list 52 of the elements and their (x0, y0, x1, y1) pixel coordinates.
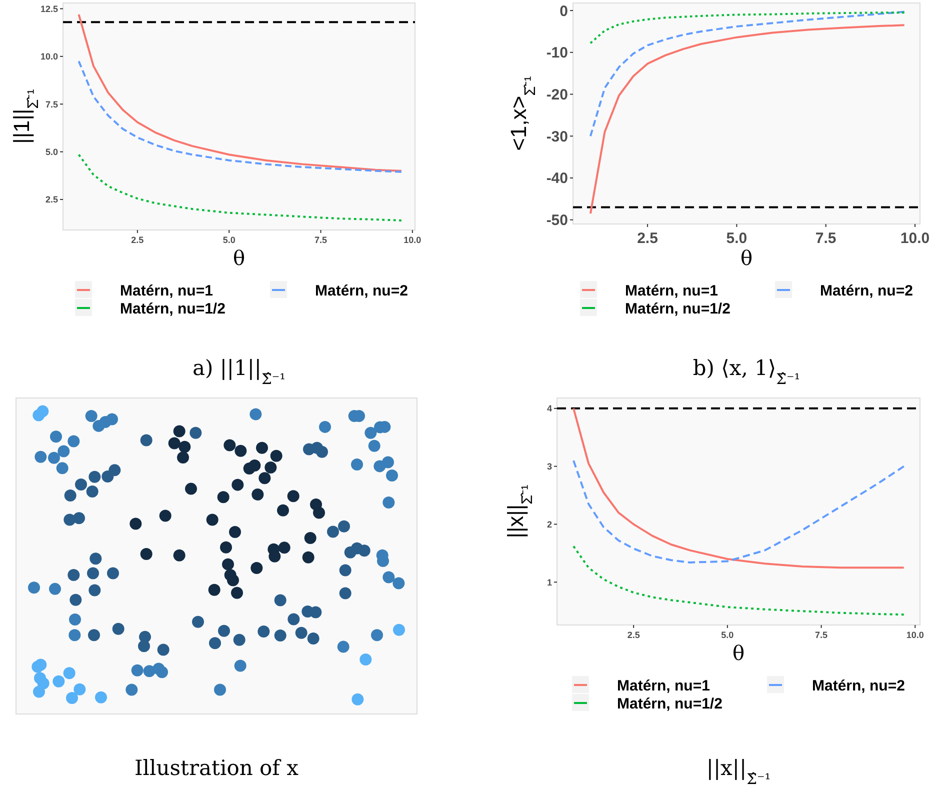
legend-label: Matérn, nu=1/2 (617, 695, 722, 712)
line-series (589, 24, 906, 215)
y-tick-label: 4 (546, 404, 552, 414)
legend-label: Matérn, nu=1 (120, 282, 213, 300)
y-tick-label: 3 (546, 461, 552, 472)
y-tick-label: 2 (546, 519, 552, 530)
x-tick-label: 2.5 (637, 230, 658, 247)
text: Illustration of x (134, 756, 299, 780)
line-series (78, 60, 402, 173)
line-series (78, 154, 402, 222)
legend-label: Matérn, nu=2 (315, 282, 408, 300)
x-tick-label: 10.0 (900, 230, 930, 247)
line-series (572, 545, 905, 616)
legend-label: Matérn, nu=2 (812, 677, 905, 694)
x-tick-label: 5.0 (222, 235, 236, 245)
y-tick-label: 5.0 (45, 146, 58, 157)
x-tick-label: 10.0 (906, 630, 924, 640)
legend-label: Matérn, nu=1/2 (625, 300, 730, 318)
x-tick-label: 5.0 (721, 630, 734, 640)
x-tick-label: 5.0 (726, 230, 748, 247)
y-tick-label: -40 (546, 170, 568, 188)
line-series (572, 460, 905, 564)
y-tick-label: 1 (546, 577, 552, 588)
y-tick-label: 7.5 (45, 99, 58, 110)
y-tick-label: 12.5 (40, 4, 58, 14)
legend-label: Matérn, nu=1/2 (120, 300, 226, 318)
text: a) ||1||$_{Σ̂⁻¹}$ (192, 356, 286, 388)
y-tick-label: 0 (560, 2, 568, 20)
legend-label: Matérn, nu=2 (820, 282, 913, 300)
y-tick-label: -10 (546, 44, 568, 62)
text: b) ⟨x, 1⟩$_{Σ̂⁻¹}$ (692, 356, 800, 388)
x-tick-label: 7.5 (815, 630, 828, 640)
x-axis-title: θ (732, 641, 745, 665)
text: ||x||$_{Σ̂⁻¹}$ (706, 756, 771, 788)
line-series (589, 10, 906, 138)
legend-label: Matérn, nu=1 (617, 677, 710, 694)
x-tick-label: 2.5 (627, 630, 640, 640)
y-tick-label: 2.5 (45, 194, 58, 205)
x-tick-label: 10.0 (404, 235, 422, 245)
x-axis-title: θ (740, 246, 753, 270)
line-series (78, 13, 402, 172)
x-tick-label: 2.5 (131, 235, 144, 245)
y-tick-label: -20 (546, 86, 568, 104)
y-tick-label: -30 (546, 128, 568, 146)
y-tick-label: 10.0 (40, 52, 58, 62)
x-axis-title: θ (232, 246, 246, 270)
line-series (572, 407, 905, 569)
y-tick-label: -50 (546, 212, 568, 230)
legend-label: Matérn, nu=1 (625, 282, 718, 300)
x-tick-label: 7.5 (815, 230, 836, 247)
line-series (589, 12, 906, 44)
x-tick-label: 7.5 (314, 235, 328, 245)
